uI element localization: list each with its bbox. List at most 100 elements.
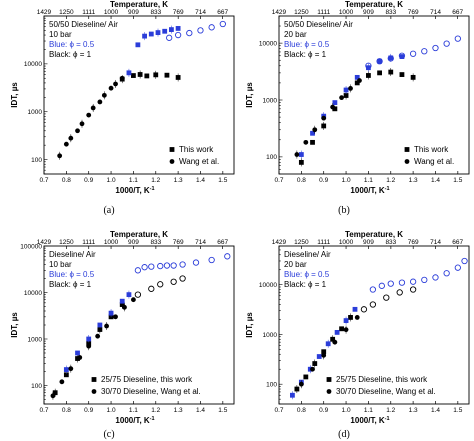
data-point (443, 270, 450, 277)
data-point (175, 75, 181, 80)
x-tick-label: 0.8 (297, 407, 306, 414)
data-point (126, 70, 132, 76)
legend-circle-icon (91, 389, 97, 394)
top-tick-label: 714 (430, 9, 441, 16)
x-axis-title: 1000/T, K-1 (115, 186, 154, 195)
data-point (157, 262, 164, 270)
x-tick-label: 1.3 (174, 177, 183, 184)
top-tick-label: 909 (128, 239, 139, 246)
data-point (95, 333, 101, 339)
data-point (432, 274, 439, 281)
series-2 (50, 297, 136, 400)
legend-circle-icon (404, 159, 410, 164)
series-3 (365, 35, 461, 69)
data-point (377, 70, 382, 76)
x-tick-label: 1.1 (129, 407, 138, 414)
x-axis-title-sup: -1 (385, 186, 390, 192)
panel-caption: (d) (338, 429, 350, 440)
data-point (376, 58, 383, 65)
legend-entry-this-work: This work (414, 145, 449, 154)
data-point (298, 152, 304, 157)
top-tick-label: 1111 (82, 239, 95, 246)
y-tick-label: 100000 (20, 243, 42, 250)
legend-circle-icon (169, 159, 175, 164)
y-tick-label: 100 (266, 382, 277, 389)
y-tick-label: 1000 (263, 97, 278, 104)
data-point (343, 93, 349, 98)
x-tick-label: 0.9 (319, 407, 328, 414)
top-tick-label: 833 (150, 9, 161, 16)
series-1 (63, 290, 132, 374)
plot-frame (43, 15, 235, 175)
top-tick-label: 769 (173, 9, 184, 16)
data-point (369, 301, 377, 308)
data-point (63, 367, 69, 372)
data-point (134, 267, 142, 274)
y-tick-label: 1000 (263, 332, 278, 339)
x-tick-label: 1.4 (196, 407, 205, 414)
data-point (63, 141, 69, 147)
x-tick-label: 1.5 (453, 177, 462, 184)
data-point (208, 24, 215, 31)
y-tick-label: 1000 (28, 109, 43, 116)
data-point (192, 259, 200, 266)
data-point (164, 72, 170, 78)
y-tick-label: 10000 (259, 40, 277, 47)
top-tick-label: 1250 (294, 239, 309, 246)
x-tick-label: 1.1 (364, 177, 373, 184)
data-point (410, 74, 416, 80)
legend-entry-wang: 30/70 Dieseline, Wang et al. (336, 387, 436, 396)
data-point (461, 257, 468, 265)
top-tick-label: 714 (195, 9, 206, 16)
data-point (108, 310, 114, 316)
data-point (334, 329, 340, 335)
data-point (360, 306, 368, 313)
top-tick-label: 833 (385, 9, 396, 16)
top-tick-label: 769 (408, 9, 419, 16)
data-point (63, 372, 69, 378)
x-tick-label: 1.3 (174, 407, 183, 414)
data-point (77, 355, 83, 360)
legend-entry-this-work: 25/75 Dieseline, this work (101, 375, 193, 384)
x-tick-label: 1.2 (151, 407, 160, 414)
data-point (57, 153, 63, 159)
data-point (162, 28, 168, 34)
data-point (409, 286, 417, 293)
x-tick-label: 0.9 (319, 177, 328, 184)
data-point (59, 379, 65, 385)
x-axis-title-sup: -1 (150, 186, 155, 192)
data-point (294, 386, 300, 392)
panel-pressure-label: 20 bar (284, 260, 307, 269)
data-point (396, 289, 403, 296)
series-2 (57, 75, 125, 160)
data-point (148, 285, 155, 292)
data-point (170, 262, 177, 269)
data-point (175, 26, 181, 31)
data-point (294, 152, 300, 157)
data-point (366, 73, 371, 78)
data-point (179, 275, 186, 282)
y-axis-title: IDT, µs (10, 82, 19, 108)
top-tick-label: 833 (150, 239, 161, 246)
data-point (321, 352, 327, 358)
x-tick-label: 1.4 (196, 177, 205, 184)
x-tick-label: 1.3 (409, 177, 418, 184)
top-tick-label: 1000 (104, 9, 119, 16)
legend-entry-wang: Wang et al. (179, 157, 219, 166)
top-tick-label: 769 (173, 239, 184, 246)
panel-blue-phi-label: Blue: ϕ = 0.5 (284, 40, 330, 49)
top-tick-label: 1429 (272, 239, 287, 246)
x-tick-label: 0.7 (39, 407, 48, 414)
panel-d: 0.7 0.8 0.9 1.0 1.1 1.2 1.3 1.4 1.5 1429 1250 1111 1… (245, 230, 470, 440)
data-point (148, 31, 154, 37)
data-point (421, 276, 428, 284)
panel-pressure-label: 10 bar (49, 260, 72, 269)
x-tick-label: 0.7 (39, 177, 48, 184)
series-1 (126, 25, 181, 77)
data-point (52, 390, 58, 396)
x-tick-label: 1.2 (386, 407, 395, 414)
legend-entry-this-work: 25/75 Dieseline, this work (336, 375, 428, 384)
data-point (174, 31, 182, 39)
data-point (75, 350, 80, 356)
panel-a: 0.7 0.8 0.9 1.0 1.1 1.2 1.3 1.4 1.5 1429 1250 1111 1… (10, 0, 235, 216)
